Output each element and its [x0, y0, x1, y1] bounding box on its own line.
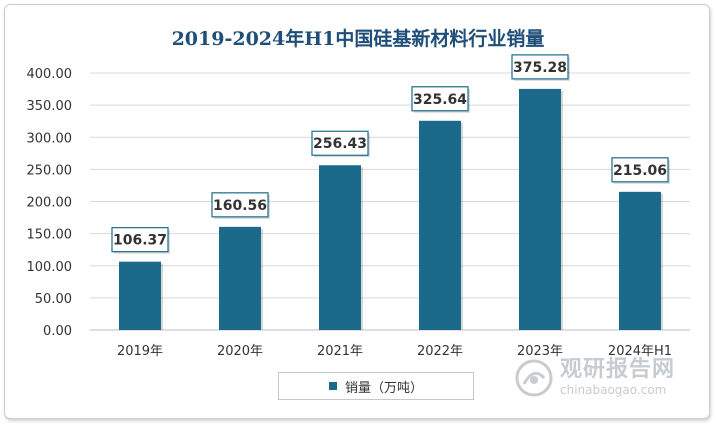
x-tick-label: 2023年	[517, 344, 563, 359]
x-tick-label: 2024年H1	[608, 344, 672, 359]
watermark-name: 观研报告网	[560, 357, 676, 382]
legend-label: 销量（万吨）	[344, 380, 423, 396]
data-label-box	[211, 192, 269, 218]
legend-swatch	[328, 382, 337, 390]
y-tick-label: 50.00	[35, 292, 72, 307]
data-label-box	[611, 157, 669, 183]
x-axis: 2019年 2020年 2021年 2022年 2023年 2024年H1	[117, 344, 672, 359]
x-tick-label: 2022年	[417, 344, 463, 359]
data-label: 106.37	[113, 233, 167, 249]
x-tick-label: 2020年	[217, 344, 263, 359]
data-label-box	[411, 86, 469, 112]
y-tick-label: 100.00	[27, 260, 73, 275]
bar	[119, 261, 161, 330]
bar	[519, 88, 561, 330]
bar	[419, 120, 461, 330]
data-label: 215.06	[613, 163, 667, 179]
data-label: 375.28	[513, 60, 567, 76]
y-tick-label: 250.00	[27, 163, 73, 178]
x-tick-label: 2019年	[117, 344, 163, 359]
y-tick-label: 0.00	[43, 324, 72, 339]
x-tick-label: 2021年	[317, 344, 363, 359]
bar	[619, 191, 661, 330]
y-tick-label: 300.00	[27, 131, 73, 146]
y-tick-label: 350.00	[27, 99, 73, 114]
data-label: 256.43	[313, 136, 367, 152]
data-label-box	[111, 227, 169, 253]
y-axis: 0.00 50.00 100.00 150.00 200.00 250.00 300.00 3…	[27, 67, 73, 339]
bar	[319, 165, 361, 330]
bar	[219, 226, 261, 330]
watermark-url: chinabaogao.com	[560, 383, 667, 397]
chart-title: 2019-2024年H1中国硅基新材料行业销量	[171, 28, 545, 50]
y-tick-label: 400.00	[27, 67, 73, 82]
data-label-box	[511, 54, 569, 80]
watermark: 观研报告网 chinabaogao.com	[514, 352, 704, 404]
data-label-box	[311, 130, 369, 156]
bars: 106.37 160.56 256.43 325.64 375.28 215.06	[111, 54, 670, 330]
y-tick-label: 150.00	[27, 228, 73, 243]
watermark-logo-icon	[515, 359, 553, 397]
data-label: 325.64	[413, 92, 467, 108]
data-label: 160.56	[213, 198, 267, 214]
y-tick-label: 200.00	[27, 196, 73, 211]
gridlines	[90, 72, 690, 331]
legend: 销量（万吨）	[278, 372, 474, 400]
